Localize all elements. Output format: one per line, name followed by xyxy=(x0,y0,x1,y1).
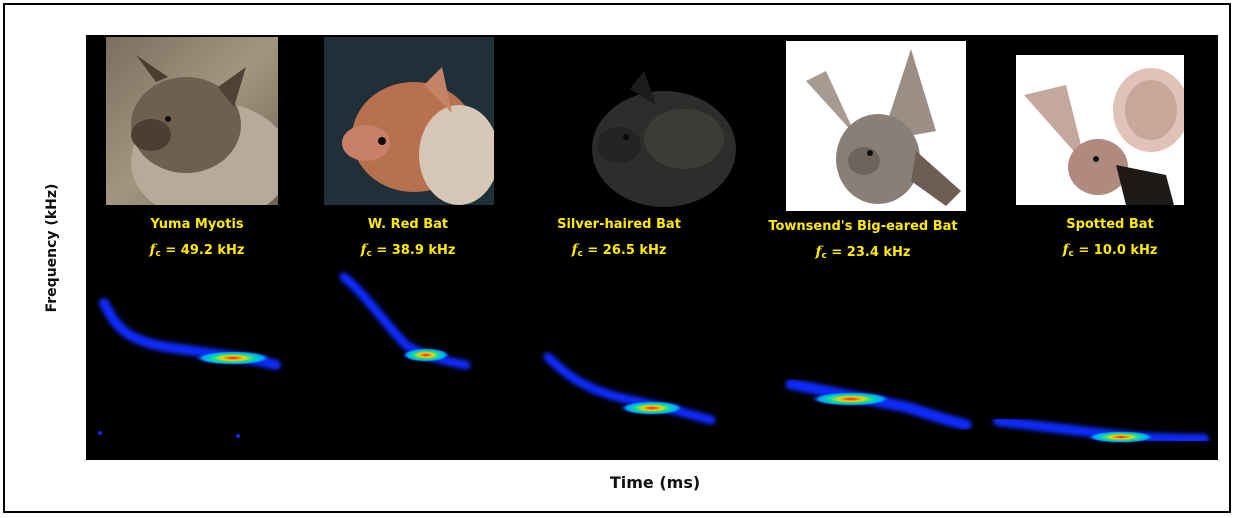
caption-spotted-bat: Spotted Bat fc = 10.0 kHz xyxy=(1025,216,1195,263)
yuma-myotis-photo xyxy=(106,37,278,205)
characteristic-frequency: fc = 26.5 kHz xyxy=(571,242,667,259)
townsends-big-eared-bat-photo xyxy=(786,41,966,211)
bat-name: Silver-haired Bat xyxy=(557,217,681,232)
spectrogram-silver-haired-bat xyxy=(543,352,716,425)
characteristic-frequency: fc = 10.0 kHz xyxy=(1062,242,1158,259)
characteristic-frequency: fc = 49.2 kHz xyxy=(149,242,245,259)
western-red-bat-photo xyxy=(324,37,494,205)
spectrogram-spotted-bat xyxy=(993,416,1209,444)
caption-western-red-bat: W. Red Bat fc = 38.9 kHz xyxy=(323,216,493,263)
x-axis-label: Time (ms) xyxy=(609,473,701,492)
spectrogram-strip xyxy=(98,272,1209,444)
characteristic-frequency: fc = 38.9 kHz xyxy=(360,242,456,259)
spotted-bat-photo xyxy=(1016,55,1184,205)
caption-yuma-myotis: Yuma Myotis fc = 49.2 kHz xyxy=(112,216,282,263)
bat-name: Yuma Myotis xyxy=(150,217,244,232)
y-axis-label: Frequency (kHz) xyxy=(44,183,60,313)
spectrogram-yuma-myotis xyxy=(98,298,281,438)
caption-silver-haired-bat: Silver-haired Bat fc = 26.5 kHz xyxy=(534,216,704,263)
bat-name: Spotted Bat xyxy=(1066,217,1154,232)
spectrogram-western-red-bat xyxy=(339,272,471,370)
bat-name: Townsend's Big-eared Bat xyxy=(768,219,958,234)
caption-townsends-big-eared-bat: Townsend's Big-eared Bat fc = 23.4 kHz xyxy=(753,218,973,265)
silver-haired-bat-photo xyxy=(564,59,742,211)
spectrogram-townsends-big-eared-bat xyxy=(785,378,972,431)
bat-name: W. Red Bat xyxy=(367,217,449,232)
characteristic-frequency: fc = 23.4 kHz xyxy=(815,244,911,261)
bat-call-panel: Yuma Myotis fc = 49.2 kHz W. Red Bat fc … xyxy=(86,35,1218,460)
